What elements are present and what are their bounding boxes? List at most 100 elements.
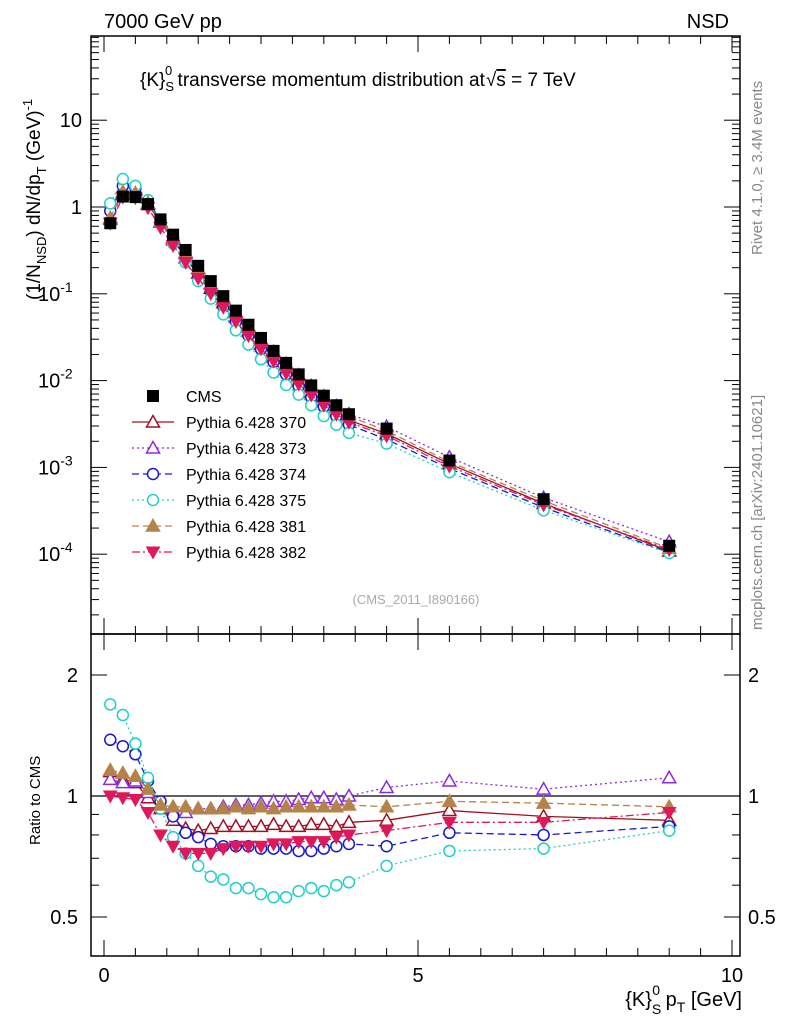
ratio-point [104, 733, 117, 747]
ratio-point [152, 796, 169, 811]
ratio-point [177, 798, 194, 813]
ratio-point [102, 790, 118, 804]
ratio-point [290, 798, 307, 813]
legend-marker [145, 546, 161, 560]
title-tail: = 7 TeV [506, 70, 576, 91]
data-point [116, 190, 129, 203]
ratio-point [303, 836, 319, 850]
data-point [255, 331, 267, 344]
legend-label: Pythia 6.428 373 [186, 441, 306, 458]
legend-item: Pythia 6.428 373 [132, 439, 306, 458]
ratio-point [378, 798, 395, 813]
ylabel-part-5: -1 [20, 99, 35, 111]
data-point [279, 378, 293, 392]
data-point [192, 259, 205, 272]
ratio-point [342, 876, 356, 889]
legend-marker [145, 413, 161, 428]
title-prefix: {K} [140, 70, 165, 91]
ratio-point [290, 818, 307, 833]
data-point [116, 172, 130, 186]
series-cms [104, 190, 676, 552]
ratio-point [328, 798, 345, 813]
ratio-point [129, 737, 142, 750]
series-line [109, 192, 670, 543]
data-point [267, 344, 280, 357]
data-point [141, 198, 154, 211]
ratio-y-tick-label: 2 [67, 665, 78, 687]
ratio-point [380, 839, 393, 853]
ratio-point [378, 779, 395, 794]
xlabel-part-5: [GeV] [685, 989, 742, 1011]
ratio-point [291, 836, 307, 850]
ratio-y-tick-label-right: 2 [748, 665, 759, 687]
ratio-point [253, 798, 269, 813]
ratio-point [179, 826, 192, 840]
ratio-point [279, 890, 293, 904]
title-sup: 0 [165, 63, 172, 78]
legend-item: Pythia 6.428 375 [132, 493, 306, 510]
data-point [330, 399, 343, 412]
ratio-point [443, 844, 456, 858]
legend-item: Pythia 6.428 382 [132, 545, 306, 562]
main-y-tick-label: 10-4 [38, 539, 73, 566]
ratio-point [329, 831, 344, 845]
ratio-point [535, 781, 552, 795]
ratio-point [190, 800, 206, 815]
ratio-point [204, 870, 218, 883]
ratio-point [317, 884, 331, 898]
ratio-point [115, 774, 131, 789]
legend-label: Pythia 6.428 370 [186, 415, 306, 432]
main-y-tick-label: 10-3 [38, 452, 73, 479]
ratio-point [441, 793, 458, 808]
ratio-series-pythia-6-428-375 [104, 698, 676, 904]
ratio-point [128, 794, 143, 808]
beam-energy-label: 7000 GeV pp [104, 11, 222, 33]
ratio-point [140, 806, 156, 820]
xlabel-part-4: T [677, 999, 686, 1015]
ratio-point [328, 818, 345, 833]
data-point [305, 379, 318, 392]
analysis-id-label: (CMS_2011_I890166) [353, 592, 480, 607]
data-point [317, 389, 330, 402]
ratio-point [240, 818, 257, 833]
ratio-point [661, 769, 677, 784]
ratio-point [242, 881, 255, 895]
ratio-point [240, 800, 257, 815]
ratio-point [441, 772, 458, 787]
ratio-point [217, 873, 230, 886]
main-y-tick-label: 1 [71, 197, 82, 219]
ratio-y-tick-label: 0.5 [50, 907, 78, 929]
data-point [104, 197, 117, 210]
ratio-point [304, 881, 318, 895]
ratio-point [278, 798, 294, 813]
ratio-point [278, 838, 294, 852]
ratio-point [165, 798, 181, 813]
ratio-y-axis-label: Ratio to CMS [27, 756, 44, 845]
ratio-point [203, 847, 219, 861]
ratio-line [110, 777, 670, 814]
ratio-point [537, 828, 550, 842]
ratio-point [536, 816, 551, 830]
data-point [203, 287, 219, 301]
ratio-point [535, 795, 552, 809]
xlabel-part-3: p [660, 989, 677, 1011]
ratio-y-tick-label-right: 0.5 [748, 907, 776, 929]
ratio-point [341, 814, 357, 829]
ratio-point [202, 800, 219, 815]
ratio-point [190, 847, 206, 861]
data-point [154, 213, 167, 226]
main-y-tick-label: 10 [60, 110, 82, 132]
process-label: NSD [687, 11, 729, 33]
main-y-tick-label: 10-1 [38, 279, 73, 306]
ratio-point [191, 830, 205, 844]
ratio-point [341, 796, 357, 811]
ratio-point [202, 820, 219, 835]
data-point [537, 493, 550, 506]
ratio-series-pythia-6-428-382 [102, 790, 677, 861]
legend-label: Pythia 6.428 381 [186, 519, 306, 536]
data-point [292, 368, 305, 381]
data-point [217, 290, 230, 303]
legend-marker [145, 439, 161, 454]
main-data-series [102, 172, 677, 560]
ratio-plot-frame [90, 633, 741, 957]
